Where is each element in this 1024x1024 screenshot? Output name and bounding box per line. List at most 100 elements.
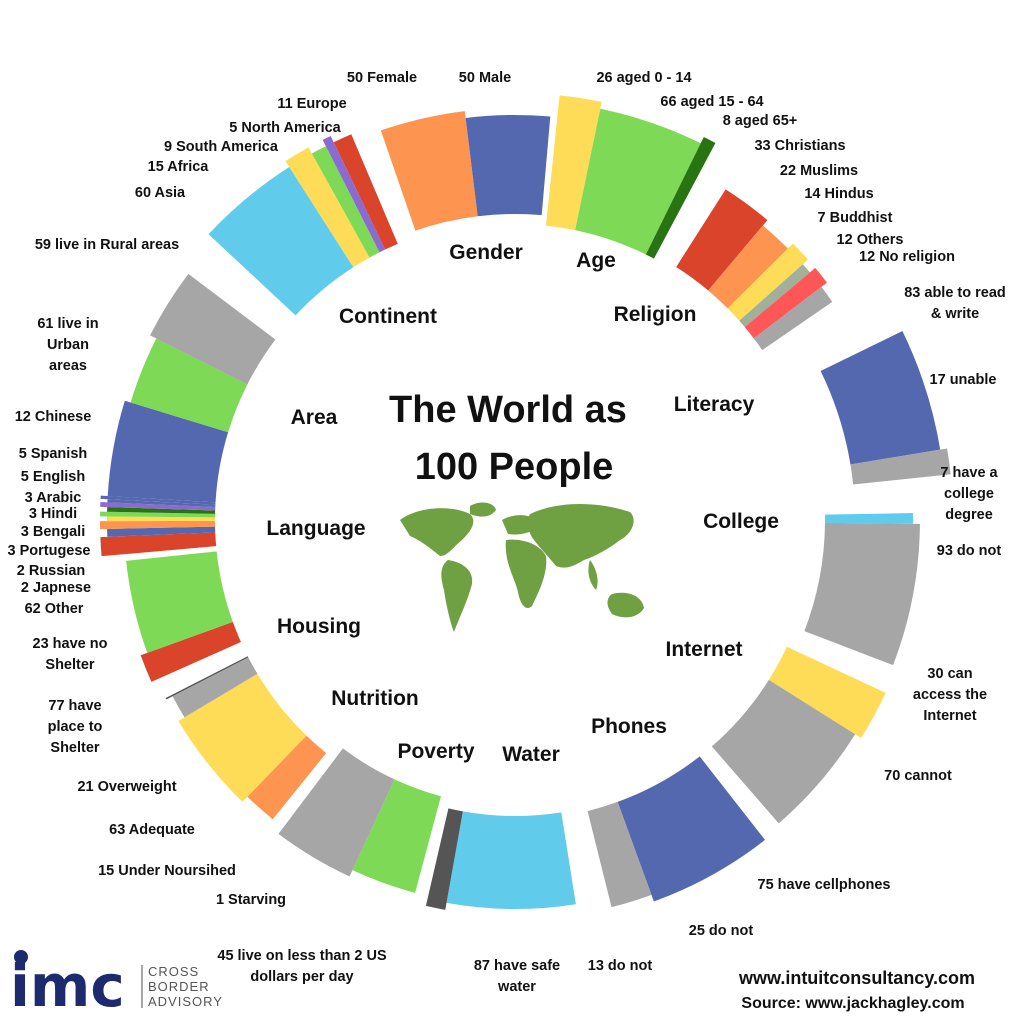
category-water: Water: [502, 743, 560, 766]
language-segment-5: [107, 507, 216, 514]
category-phones: Phones: [591, 715, 667, 738]
language-segment-9: [107, 400, 229, 503]
logo-tagline-2: BORDER: [148, 979, 210, 994]
language-label-6: 3 Portugese: [8, 543, 91, 559]
language-segment-4: [100, 511, 216, 518]
poverty-label-0: 45 live on less than 2 US dollars per day: [217, 948, 387, 985]
continent-segment-4: [333, 134, 398, 250]
housing-label-1: 77 have place to Shelter: [48, 698, 103, 756]
category-continent: Continent: [339, 305, 437, 328]
continent-label-1: 15 Africa: [148, 159, 210, 175]
category-age: Age: [576, 249, 616, 272]
literacy-label-1: 17 unable: [930, 372, 997, 388]
nutrition-label-2: 15 Under Noursihed: [98, 863, 236, 879]
segment-labels: 50 Female 50 Male 26 aged 0 - 14 66 aged 15…: [8, 70, 1006, 995]
language-segment-0: [100, 532, 217, 557]
language-label-7: 2 Russian: [17, 563, 86, 579]
religion-label-0: 33 Christians: [754, 138, 845, 154]
age-segment-1: [575, 108, 701, 255]
religion-label-1: 22 Muslims: [780, 163, 858, 179]
continent-segment-3: [322, 135, 386, 253]
internet-segment-1: [711, 679, 856, 824]
internet-label-0: 30 can access the Internet: [913, 666, 987, 724]
source-text: Source: www.jackhagley.com: [741, 995, 964, 1012]
phones-label-0: 75 have cellphones: [758, 877, 891, 893]
language-segment-7: [107, 499, 216, 508]
religion-segment-5: [753, 286, 833, 351]
continent-label-0: 60 Asia: [135, 185, 186, 201]
age-label-1: 66 aged 15 - 64: [660, 94, 763, 110]
religion-label-4: 12 Others: [837, 232, 904, 248]
language-segment-3: [107, 516, 216, 522]
gender-segment-1: [465, 114, 551, 217]
continent-label-4: 11 Europe: [277, 96, 346, 112]
water-segment-1: [425, 808, 463, 910]
area-label-1: 61 live in Urban areas: [37, 316, 98, 374]
literacy-segment-0: [820, 331, 941, 465]
area-segment-0: [130, 338, 248, 433]
phones-segment-0: [617, 756, 765, 902]
language-label-5: 3 Bengali: [21, 524, 85, 540]
age-segment-0: [545, 95, 602, 231]
language-segment-2: [100, 520, 216, 530]
category-language: Language: [266, 517, 365, 540]
language-segment-6: [100, 502, 216, 511]
poverty-segment-0: [352, 779, 441, 893]
internet-segment-0: [768, 646, 886, 738]
category-literacy: Literacy: [674, 393, 755, 416]
continent-label-3: 5 North America: [229, 120, 341, 136]
title-line-1: The World as: [389, 389, 627, 431]
religion-segment-4: [744, 267, 827, 339]
poverty-segment-1: [278, 748, 395, 877]
religion-label-5: 12 No religion: [859, 249, 955, 265]
language-label-1: 5 Spanish: [19, 446, 88, 462]
religion-segment-3: [739, 264, 810, 328]
college-segment-1: [804, 522, 920, 666]
continent-label-2: 9 South America: [164, 139, 279, 155]
continent-segment-0: [208, 167, 354, 316]
college-label-1: 93 do not: [937, 543, 1002, 559]
logo-tagline-1: CROSS: [148, 964, 199, 979]
internet-label-1: 70 cannot: [884, 768, 952, 784]
category-poverty: Poverty: [397, 740, 474, 763]
housing-segment-1: [126, 551, 233, 653]
category-nutrition: Nutrition: [331, 687, 418, 710]
language-label-9: 62 Other: [25, 601, 84, 617]
category-gender: Gender: [449, 241, 523, 264]
category-internet: Internet: [665, 638, 742, 661]
water-segment-0: [446, 811, 576, 909]
religion-segment-0: [676, 189, 768, 291]
category-housing: Housing: [277, 615, 361, 638]
language-label-0: 12 Chinese: [15, 409, 92, 425]
imc-logo: imc CROSS BORDER ADVISORY: [10, 950, 223, 1020]
age-segment-2: [645, 137, 716, 259]
gender-segment-0: [380, 111, 478, 231]
title-line-2: 100 People: [415, 446, 614, 488]
nutrition-segment-0: [247, 735, 327, 820]
nutrition-segment-2: [172, 657, 258, 718]
logo-tagline-3: ADVISORY: [148, 994, 223, 1009]
nutrition-segment-3: [165, 656, 249, 700]
continent-segment-2: [311, 146, 380, 258]
housing-segment-0: [140, 621, 241, 682]
phones-label-1: 25 do not: [689, 923, 754, 939]
nutrition-label-3: 1 Starving: [216, 892, 286, 908]
literacy-label-0: 83 able to read & write: [904, 285, 1006, 322]
logo-mark: imc: [10, 952, 125, 1020]
age-label-2: 8 aged 65+: [723, 113, 798, 129]
radial-bars: [100, 95, 951, 910]
religion-segment-1: [708, 225, 788, 309]
water-label-1: 13 do not: [588, 958, 653, 974]
gender-label-0: 50 Female: [347, 70, 417, 86]
nutrition-label-1: 63 Adequate: [109, 822, 195, 838]
continent-segment-1: [285, 147, 370, 268]
age-label-0: 26 aged 0 - 14: [596, 70, 691, 86]
area-label-0: 59 live in Rural areas: [35, 237, 179, 253]
language-segment-8: [100, 495, 216, 505]
college-segment-0: [824, 513, 913, 524]
phones-segment-1: [587, 801, 652, 908]
category-religion: Religion: [614, 303, 697, 326]
language-label-2: 5 English: [21, 469, 85, 485]
language-label-4: 3 Hindi: [29, 506, 77, 522]
